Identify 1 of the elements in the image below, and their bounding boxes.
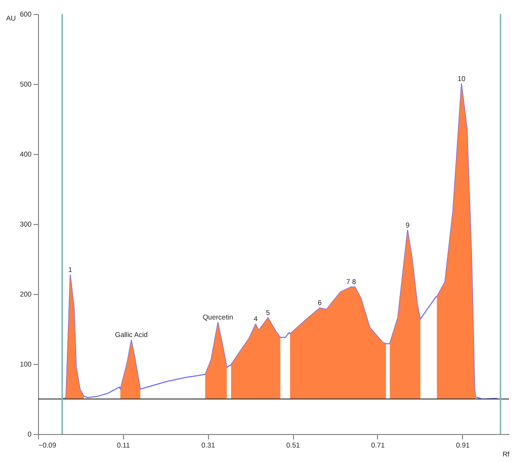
line-series [62, 84, 498, 400]
